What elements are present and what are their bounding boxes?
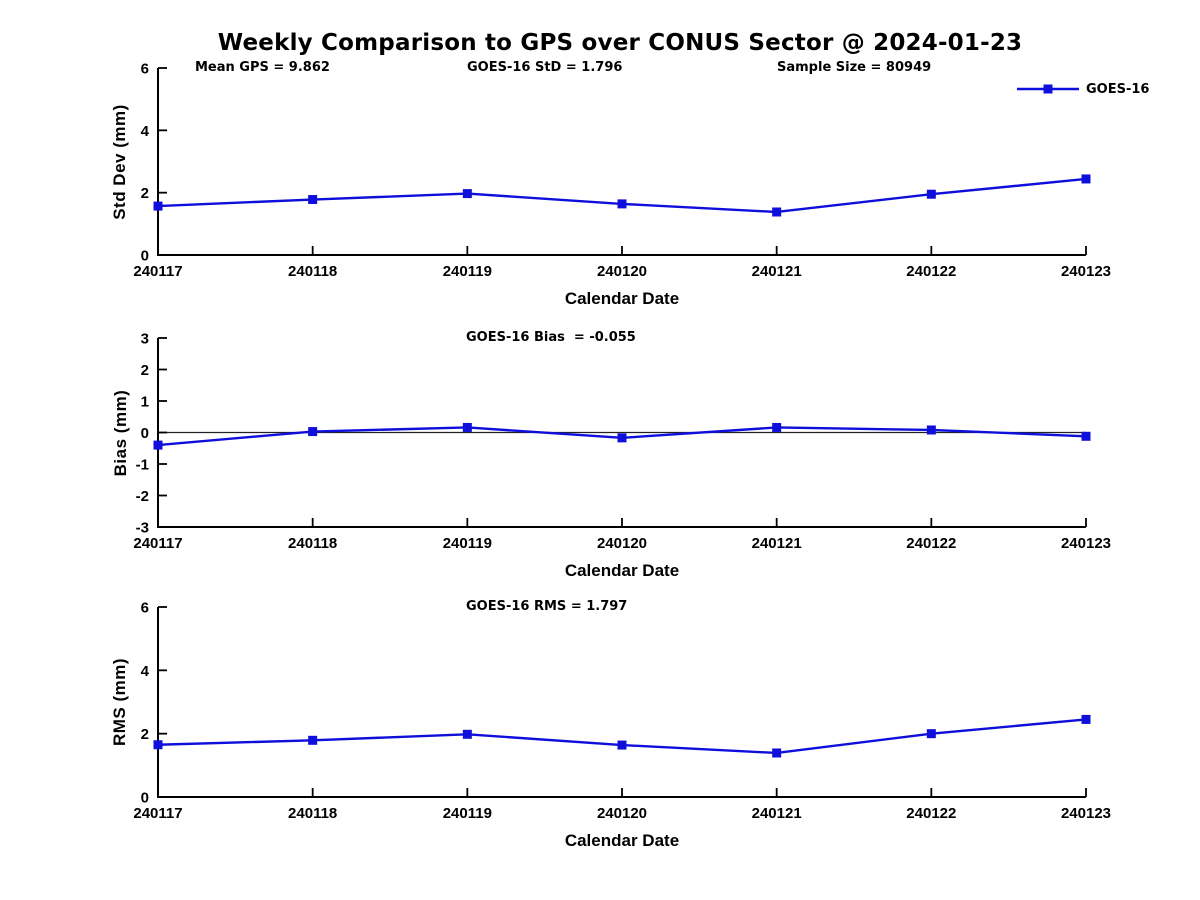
y-tick-label: -1	[136, 457, 149, 474]
x-tick-label: 240121	[752, 805, 802, 822]
data-point-marker	[153, 440, 163, 450]
data-point-marker	[617, 740, 627, 750]
x-tick-label: 240122	[906, 805, 956, 822]
x-tick-label: 240122	[906, 263, 956, 280]
x-tick-label: 240118	[288, 263, 337, 280]
stddev-plot-area: 0 2 4 6 240117 240118 240119 240120 240121 240122…	[133, 61, 1111, 281]
y-tick-label: 2	[141, 726, 149, 743]
data-point-marker	[153, 740, 163, 750]
data-point-marker	[462, 729, 472, 739]
y-tick-label: -2	[136, 488, 149, 505]
x-tick-label: 240123	[1061, 535, 1111, 552]
data-point-marker	[1081, 714, 1091, 724]
stat-goes16-bias: GOES-16 Bias = -0.055	[466, 330, 636, 345]
x-tick-label: 240121	[752, 535, 802, 552]
x-tick-label: 240123	[1061, 263, 1111, 280]
y-tick-label: 4	[141, 123, 150, 140]
x-tick-label: 240117	[133, 263, 182, 280]
x-tick-label: 240121	[752, 263, 802, 280]
data-point-marker	[153, 201, 163, 211]
data-point-marker	[772, 207, 782, 217]
y-tick-label: -3	[136, 520, 149, 537]
axis-frame	[157, 607, 1086, 798]
x-tick-label: 240120	[597, 263, 647, 280]
y-tick-label: 2	[141, 362, 149, 379]
x-tick-label: 240119	[443, 263, 492, 280]
x-tick-label: 240120	[597, 805, 647, 822]
y-tick-label: 0	[141, 248, 149, 265]
y-tick-label: 6	[141, 600, 149, 617]
data-point-marker	[772, 748, 782, 758]
y-tick-label: 1	[141, 394, 149, 411]
chart-title: Weekly Comparison to GPS over CONUS Sect…	[217, 30, 1023, 56]
bias-y-axis-label: Bias (mm)	[111, 389, 130, 477]
data-point-marker	[1081, 174, 1091, 184]
data-point-marker	[617, 199, 627, 209]
legend-label: GOES-16	[1086, 81, 1150, 97]
data-point-marker	[308, 427, 318, 437]
x-tick-label: 240117	[133, 805, 182, 822]
y-tick-label: 0	[141, 425, 149, 442]
bias-plot-area: -3 -2 -1 0 1 2 3 240117 240118 240119 240120 240121…	[133, 331, 1111, 553]
y-tick-label: 0	[141, 790, 149, 807]
data-point-marker	[926, 425, 936, 435]
data-point-marker	[462, 422, 472, 432]
x-tick-label: 240119	[443, 535, 492, 552]
stat-sample-size: Sample Size = 80949	[777, 60, 932, 75]
x-tick-label: 240123	[1061, 805, 1111, 822]
x-tick-label: 240118	[288, 535, 337, 552]
stat-goes16-std: GOES-16 StD = 1.796	[467, 60, 623, 75]
data-point-marker	[926, 189, 936, 199]
y-tick-label: 6	[141, 61, 149, 78]
data-point-marker	[308, 735, 318, 745]
data-point-marker	[1081, 431, 1091, 441]
data-point-marker	[926, 729, 936, 739]
data-point-marker	[308, 195, 318, 205]
x-tick-label: 240117	[133, 535, 182, 552]
x-tick-label: 240120	[597, 535, 647, 552]
y-tick-label: 4	[141, 663, 150, 680]
legend-line-sample	[1017, 84, 1079, 94]
legend: GOES-16	[1016, 81, 1149, 97]
x-tick-label: 240119	[443, 805, 492, 822]
x-tick-label: 240118	[288, 805, 337, 822]
y-tick-label: 3	[141, 331, 149, 348]
y-tick-label: 2	[141, 185, 149, 202]
data-point-marker	[462, 189, 472, 199]
rms-plot-area: 0 2 4 6 240117 240118 240119 240120 240121 240122…	[133, 600, 1111, 823]
stat-mean-gps: Mean GPS = 9.862	[195, 60, 330, 75]
rms-x-axis-label: Calendar Date	[564, 831, 680, 850]
stddev-x-axis-label: Calendar Date	[564, 289, 680, 308]
bias-x-axis-label: Calendar Date	[564, 561, 680, 580]
data-point-marker	[617, 433, 627, 443]
data-point-marker	[772, 422, 782, 432]
stddev-y-axis-label: Std Dev (mm)	[110, 104, 129, 220]
stat-goes16-rms: GOES-16 RMS = 1.797	[466, 599, 628, 614]
rms-y-axis-label: RMS (mm)	[110, 657, 129, 747]
axis-frame	[157, 68, 1086, 256]
x-tick-label: 240122	[906, 535, 956, 552]
